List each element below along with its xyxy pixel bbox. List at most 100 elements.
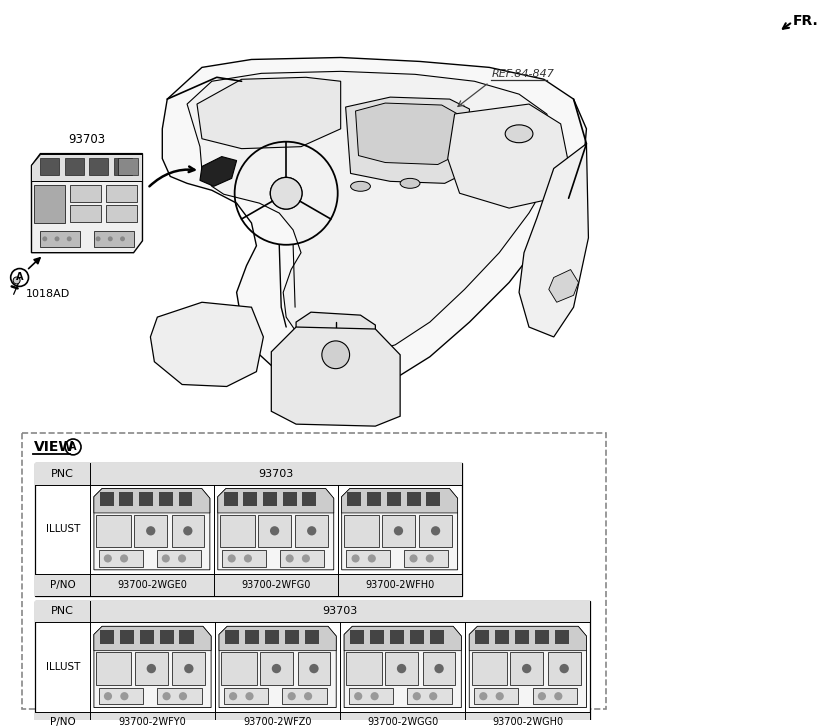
- Circle shape: [229, 692, 237, 700]
- Circle shape: [178, 555, 186, 563]
- Circle shape: [162, 555, 170, 563]
- Bar: [245, 630, 259, 644]
- Bar: [283, 492, 296, 507]
- Polygon shape: [271, 327, 400, 426]
- Polygon shape: [345, 97, 470, 183]
- Circle shape: [120, 692, 129, 700]
- Ellipse shape: [350, 181, 370, 191]
- Circle shape: [322, 341, 349, 369]
- Bar: [225, 630, 239, 644]
- Text: 93700-2WFH0: 93700-2WFH0: [365, 579, 434, 590]
- Text: PNC: PNC: [51, 469, 74, 478]
- Circle shape: [287, 692, 295, 700]
- Bar: [220, 515, 255, 547]
- Bar: [385, 652, 418, 685]
- Bar: [346, 652, 382, 685]
- Bar: [114, 158, 133, 175]
- Polygon shape: [32, 153, 143, 181]
- Text: 1018AD: 1018AD: [26, 289, 70, 300]
- Bar: [22, 433, 606, 709]
- Bar: [172, 515, 204, 547]
- Bar: [96, 652, 131, 685]
- Polygon shape: [150, 302, 263, 387]
- Bar: [139, 630, 154, 644]
- Bar: [96, 515, 131, 547]
- Circle shape: [66, 236, 71, 241]
- Text: P/NO: P/NO: [50, 718, 76, 727]
- Bar: [89, 158, 108, 175]
- Circle shape: [183, 526, 193, 536]
- Bar: [410, 630, 424, 644]
- Bar: [223, 492, 237, 507]
- Circle shape: [271, 177, 302, 209]
- Text: PNC: PNC: [51, 606, 74, 616]
- Polygon shape: [296, 312, 375, 396]
- Text: 93700-2WFZ0: 93700-2WFZ0: [243, 718, 312, 727]
- Circle shape: [397, 664, 406, 673]
- Polygon shape: [32, 153, 143, 253]
- Bar: [222, 652, 256, 685]
- Bar: [71, 205, 101, 222]
- Text: ILLUST: ILLUST: [46, 524, 80, 534]
- Bar: [139, 492, 153, 507]
- Bar: [258, 515, 290, 547]
- Bar: [390, 630, 404, 644]
- Circle shape: [310, 664, 319, 673]
- Circle shape: [244, 555, 252, 563]
- Polygon shape: [217, 489, 334, 513]
- Text: 93700-2WGH0: 93700-2WGH0: [492, 718, 564, 727]
- Circle shape: [13, 277, 20, 284]
- Polygon shape: [342, 489, 457, 513]
- Bar: [305, 630, 319, 644]
- Text: VIEW: VIEW: [33, 440, 74, 454]
- Polygon shape: [447, 104, 569, 208]
- Bar: [295, 515, 328, 547]
- Bar: [36, 601, 590, 727]
- Bar: [94, 231, 134, 246]
- Circle shape: [179, 692, 187, 700]
- Bar: [430, 630, 444, 644]
- Bar: [422, 652, 456, 685]
- Circle shape: [522, 664, 531, 673]
- Bar: [178, 492, 193, 507]
- Bar: [224, 688, 268, 704]
- Bar: [475, 630, 489, 644]
- Polygon shape: [94, 489, 210, 570]
- Polygon shape: [344, 627, 461, 651]
- Bar: [350, 630, 364, 644]
- Bar: [41, 231, 81, 246]
- Polygon shape: [200, 156, 237, 186]
- Polygon shape: [187, 71, 557, 355]
- Circle shape: [104, 692, 112, 700]
- Bar: [36, 574, 461, 595]
- Bar: [348, 492, 361, 507]
- Bar: [533, 688, 577, 704]
- Bar: [36, 463, 461, 595]
- Circle shape: [368, 555, 376, 563]
- Circle shape: [559, 664, 569, 673]
- Bar: [34, 185, 65, 223]
- Bar: [134, 515, 167, 547]
- Circle shape: [227, 555, 236, 563]
- Polygon shape: [163, 57, 587, 391]
- Circle shape: [429, 692, 437, 700]
- Bar: [370, 630, 384, 644]
- Bar: [263, 492, 277, 507]
- Bar: [36, 463, 461, 485]
- Bar: [535, 630, 549, 644]
- Bar: [173, 652, 205, 685]
- Text: 93700-2WGE0: 93700-2WGE0: [117, 579, 187, 590]
- Bar: [554, 630, 569, 644]
- Circle shape: [413, 692, 421, 700]
- Bar: [510, 652, 543, 685]
- Text: P/NO: P/NO: [50, 579, 76, 590]
- Circle shape: [104, 555, 112, 563]
- Polygon shape: [219, 627, 336, 707]
- Polygon shape: [469, 627, 587, 707]
- Bar: [243, 492, 257, 507]
- Circle shape: [163, 692, 171, 700]
- Polygon shape: [217, 489, 334, 570]
- Circle shape: [479, 692, 487, 700]
- Circle shape: [434, 664, 444, 673]
- Circle shape: [246, 692, 254, 700]
